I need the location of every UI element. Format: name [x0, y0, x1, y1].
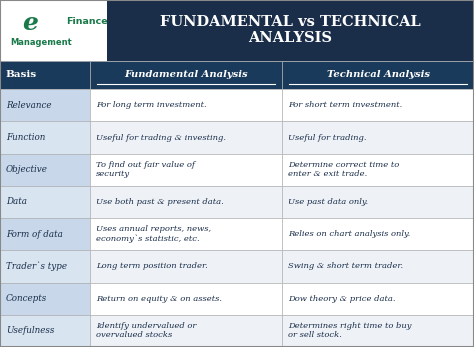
Text: Data: Data: [6, 197, 27, 206]
Text: Use past data only.: Use past data only.: [288, 198, 368, 206]
Text: Relies on chart analysis only.: Relies on chart analysis only.: [288, 230, 410, 238]
Text: Fundamental Analysis: Fundamental Analysis: [124, 70, 248, 79]
FancyBboxPatch shape: [0, 250, 90, 282]
FancyBboxPatch shape: [0, 282, 90, 315]
FancyBboxPatch shape: [90, 154, 282, 186]
FancyBboxPatch shape: [282, 282, 474, 315]
Text: Identify undervalued or
overvalued stocks: Identify undervalued or overvalued stock…: [96, 322, 196, 339]
Text: Technical Analysis: Technical Analysis: [327, 70, 429, 79]
Text: Useful for trading.: Useful for trading.: [288, 134, 366, 142]
Text: FUNDAMENTAL vs TECHNICAL
ANALYSIS: FUNDAMENTAL vs TECHNICAL ANALYSIS: [160, 15, 421, 45]
Text: Management: Management: [10, 38, 73, 47]
Text: Long term position trader.: Long term position trader.: [96, 262, 208, 270]
FancyBboxPatch shape: [282, 121, 474, 154]
FancyBboxPatch shape: [282, 250, 474, 282]
FancyBboxPatch shape: [90, 218, 282, 250]
Text: For short term investment.: For short term investment.: [288, 101, 402, 109]
FancyBboxPatch shape: [282, 186, 474, 218]
Text: To find out fair value of
security: To find out fair value of security: [96, 161, 195, 178]
Text: Determines right time to buy
or sell stock.: Determines right time to buy or sell sto…: [288, 322, 411, 339]
Text: e: e: [22, 11, 38, 35]
FancyBboxPatch shape: [0, 186, 90, 218]
FancyBboxPatch shape: [282, 315, 474, 347]
Text: Relevance: Relevance: [6, 101, 51, 110]
Text: Determine correct time to
enter & exit trade.: Determine correct time to enter & exit t…: [288, 161, 399, 178]
FancyBboxPatch shape: [90, 121, 282, 154]
FancyBboxPatch shape: [107, 0, 474, 61]
FancyBboxPatch shape: [0, 61, 90, 89]
Text: Usefulness: Usefulness: [6, 327, 54, 336]
FancyBboxPatch shape: [0, 0, 107, 61]
Text: Dow theory & price data.: Dow theory & price data.: [288, 295, 395, 303]
FancyBboxPatch shape: [282, 89, 474, 121]
FancyBboxPatch shape: [0, 89, 90, 121]
Text: Useful for trading & investing.: Useful for trading & investing.: [96, 134, 226, 142]
Text: Finance: Finance: [66, 17, 108, 26]
FancyBboxPatch shape: [0, 315, 90, 347]
Text: Basis: Basis: [6, 70, 37, 79]
FancyBboxPatch shape: [90, 61, 282, 89]
Text: Function: Function: [6, 133, 45, 142]
FancyBboxPatch shape: [90, 89, 282, 121]
Text: Swing & short term trader.: Swing & short term trader.: [288, 262, 403, 270]
FancyBboxPatch shape: [282, 61, 474, 89]
FancyBboxPatch shape: [282, 154, 474, 186]
FancyBboxPatch shape: [90, 186, 282, 218]
FancyBboxPatch shape: [90, 315, 282, 347]
Text: Form of data: Form of data: [6, 230, 63, 239]
FancyBboxPatch shape: [0, 121, 90, 154]
Text: Trader`s type: Trader`s type: [6, 262, 67, 271]
FancyBboxPatch shape: [90, 282, 282, 315]
Text: Concepts: Concepts: [6, 294, 47, 303]
Text: Uses annual reports, news,
economy`s statistic, etc.: Uses annual reports, news, economy`s sta…: [96, 225, 211, 243]
FancyBboxPatch shape: [0, 218, 90, 250]
FancyBboxPatch shape: [0, 154, 90, 186]
Text: Return on equity & on assets.: Return on equity & on assets.: [96, 295, 222, 303]
FancyBboxPatch shape: [282, 218, 474, 250]
Text: For long term investment.: For long term investment.: [96, 101, 206, 109]
Text: Objective: Objective: [6, 165, 47, 174]
Text: Use both past & present data.: Use both past & present data.: [96, 198, 224, 206]
FancyBboxPatch shape: [90, 250, 282, 282]
